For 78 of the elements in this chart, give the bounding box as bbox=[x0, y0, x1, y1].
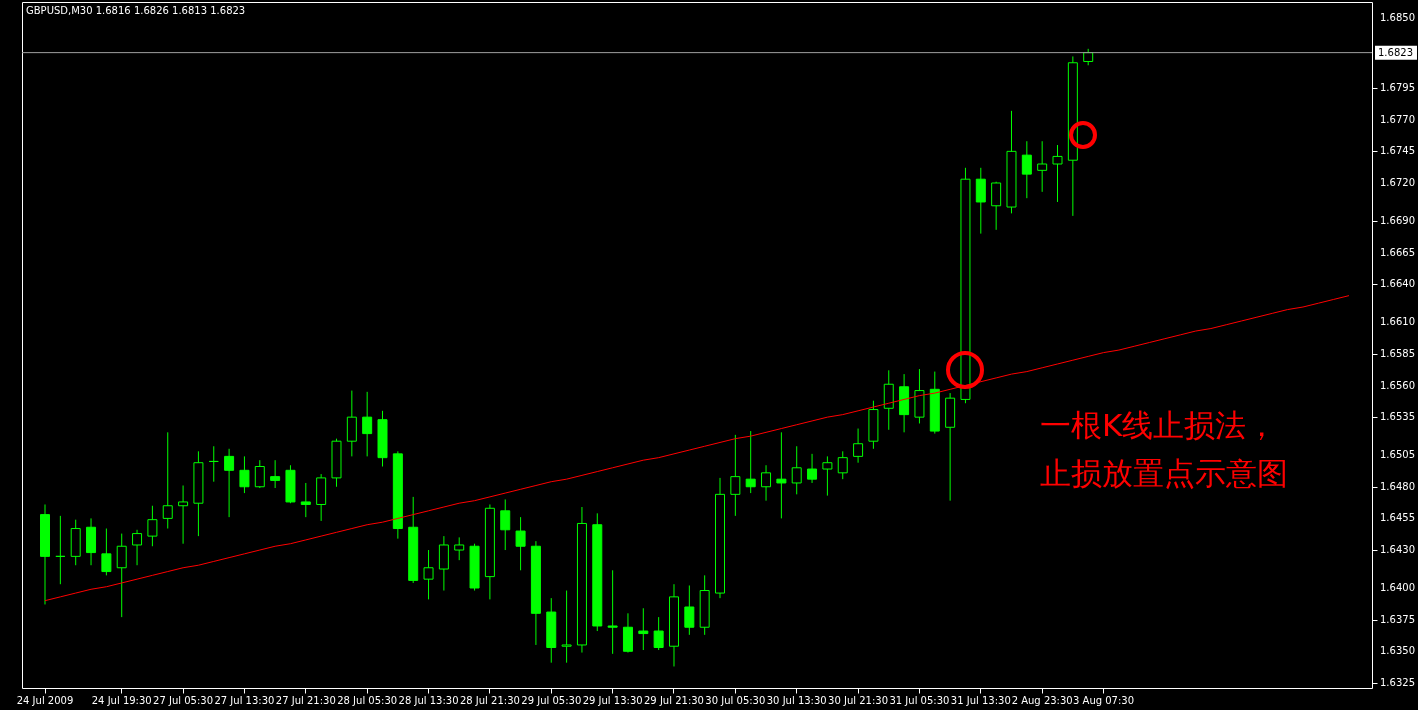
y-tick-label: 1.6640 bbox=[1380, 278, 1415, 290]
candlestick bbox=[300, 482, 311, 518]
x-tick-label: 2 Aug 23:30 bbox=[1011, 694, 1073, 706]
y-tick-label: 1.6850 bbox=[1380, 12, 1415, 24]
x-tick-label: 28 Jul 05:30 bbox=[337, 694, 398, 706]
y-tick-label: 1.6720 bbox=[1380, 176, 1415, 188]
candlestick bbox=[1021, 140, 1032, 199]
y-tick-label: 1.6375 bbox=[1380, 613, 1415, 625]
x-tick-label: 31 Jul 13:30 bbox=[950, 694, 1011, 706]
y-tick-label: 1.6745 bbox=[1380, 145, 1415, 157]
x-tick-label: 27 Jul 05:30 bbox=[153, 694, 214, 706]
candlestick bbox=[1037, 140, 1048, 193]
x-tick-label: 29 Jul 13:30 bbox=[582, 694, 643, 706]
x-tick-label: 28 Jul 21:30 bbox=[459, 694, 520, 706]
x-tick-label: 30 Jul 13:30 bbox=[766, 694, 827, 706]
chart-title: GBPUSD,M30 1.6816 1.6826 1.6813 1.6823 bbox=[26, 5, 246, 16]
y-tick-label: 1.6350 bbox=[1380, 645, 1415, 657]
y-tick-label: 1.6455 bbox=[1380, 512, 1415, 524]
y-tick-label: 1.6795 bbox=[1380, 82, 1415, 94]
candlestick bbox=[270, 459, 281, 489]
candlestick bbox=[515, 516, 526, 571]
y-tick-label: 1.6505 bbox=[1380, 449, 1415, 461]
x-tick-label: 30 Jul 21:30 bbox=[828, 694, 889, 706]
candlestick bbox=[991, 181, 1002, 231]
candlestick bbox=[837, 450, 848, 480]
candlestick bbox=[224, 448, 235, 518]
candlestick bbox=[791, 445, 802, 495]
x-tick-label: 24 Jul 19:30 bbox=[91, 694, 152, 706]
candlestick bbox=[454, 536, 465, 561]
candlestick bbox=[147, 505, 158, 547]
y-tick-label: 1.6585 bbox=[1380, 347, 1415, 359]
line-series bbox=[44, 295, 1350, 602]
x-tick-label: 3 Aug 07:30 bbox=[1072, 694, 1135, 706]
candlestick bbox=[653, 616, 664, 651]
candlestick bbox=[500, 498, 511, 551]
x-tick-label: 29 Jul 21:30 bbox=[644, 694, 704, 706]
candlestick bbox=[132, 529, 143, 566]
candlestick bbox=[745, 430, 756, 494]
y-tick-label: 1.6770 bbox=[1380, 113, 1415, 125]
candlestick bbox=[254, 459, 265, 489]
candlestick bbox=[822, 455, 833, 497]
candlestick bbox=[607, 569, 618, 655]
candlestick bbox=[239, 455, 250, 494]
y-tick-label: 1.6325 bbox=[1380, 676, 1415, 688]
x-tick-label: 24 Jul 2009 bbox=[16, 694, 74, 706]
candlestick bbox=[423, 549, 434, 600]
y-tick-label: 1.6690 bbox=[1380, 214, 1415, 226]
candlestick bbox=[730, 434, 741, 517]
candlestick bbox=[761, 464, 772, 502]
y-tick-label: 1.6610 bbox=[1380, 316, 1415, 328]
candlestick bbox=[975, 167, 986, 235]
candlestick bbox=[1052, 144, 1063, 203]
y-tick-label: 1.6535 bbox=[1380, 411, 1415, 423]
candlestick bbox=[638, 607, 649, 651]
candlestick bbox=[853, 428, 864, 464]
candlestick bbox=[116, 533, 127, 618]
annotation: 一根K线止损法， bbox=[1040, 407, 1278, 443]
x-tick-label: 29 Jul 05:30 bbox=[521, 694, 582, 706]
candlestick bbox=[162, 431, 173, 530]
candlestick bbox=[684, 584, 695, 636]
candlestick bbox=[178, 484, 189, 545]
x-tick-label: 28 Jul 13:30 bbox=[398, 694, 459, 706]
ref-line-label: 1.6823 bbox=[1378, 46, 1413, 58]
candlestick bbox=[362, 391, 373, 457]
y-tick-label: 1.6400 bbox=[1380, 582, 1415, 594]
x-tick-label: 30 Jul 05:30 bbox=[705, 694, 766, 706]
y-tick-label: 1.6480 bbox=[1380, 480, 1415, 492]
annotation: 止损放置点示意图 bbox=[1040, 455, 1288, 491]
x-tick-label: 31 Jul 05:30 bbox=[889, 694, 950, 706]
y-tick-label: 1.6430 bbox=[1380, 544, 1415, 556]
y-tick-label: 1.6665 bbox=[1380, 246, 1415, 258]
candlestick bbox=[561, 590, 572, 664]
y-tick-label: 1.6560 bbox=[1380, 379, 1415, 391]
x-tick-label: 27 Jul 21:30 bbox=[275, 694, 336, 706]
x-tick-label: 27 Jul 13:30 bbox=[214, 694, 275, 706]
candlestick bbox=[101, 528, 112, 576]
candlestick bbox=[776, 431, 787, 519]
candlestick bbox=[807, 453, 818, 484]
